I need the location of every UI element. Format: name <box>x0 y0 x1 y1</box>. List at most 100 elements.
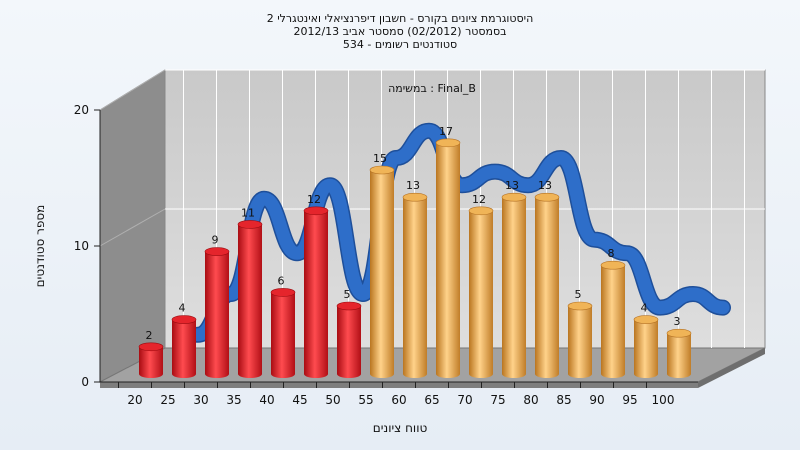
gridline-side <box>99 69 166 111</box>
bar-body <box>535 197 559 378</box>
x-tick-label: 65 <box>424 393 439 407</box>
bar: 3 <box>666 315 692 378</box>
bar-value-label: 9 <box>212 234 219 247</box>
bar-value-label: 13 <box>406 179 420 192</box>
title-line-1: היסטוגרמת ציונים בקורס - חשבון דיפרנציאל… <box>267 12 534 25</box>
bar: 13 <box>402 179 428 378</box>
bar: 4 <box>171 302 197 378</box>
x-tick-label: 85 <box>556 393 571 407</box>
bar-value-label: 12 <box>307 193 321 206</box>
floor-front-edge <box>100 382 698 388</box>
bar: 6 <box>270 274 296 378</box>
bar-cap <box>138 342 164 352</box>
x-tick-label: 60 <box>391 393 406 407</box>
x-tick-label: 95 <box>622 393 637 407</box>
bar: 8 <box>600 247 626 378</box>
bar-body <box>304 210 328 378</box>
x-tick-label: 80 <box>523 393 538 407</box>
bar: 11 <box>237 206 263 378</box>
gridline-side <box>99 208 166 247</box>
bar-cap <box>435 138 461 148</box>
x-tick-label: 25 <box>160 393 175 407</box>
bar: 13 <box>501 179 527 378</box>
x-tick-label: 50 <box>325 393 340 407</box>
bar-series: 2 4 9 11 6 12 5 15 13 17 12 13 13 5 8 4 3 <box>138 125 692 378</box>
bar-body <box>238 224 262 378</box>
bar: 12 <box>303 193 329 378</box>
bar-cap <box>204 247 230 256</box>
bar-body <box>205 251 229 378</box>
bar: 5 <box>336 288 362 378</box>
bar-body <box>436 142 460 378</box>
bar-cap <box>171 315 197 324</box>
bar-value-label: 4 <box>179 302 186 315</box>
y-tick-label: 10 <box>74 239 89 253</box>
bar-body <box>601 265 625 378</box>
bar-value-label: 6 <box>278 274 285 287</box>
bar-body <box>634 319 658 378</box>
x-tick-label: 40 <box>259 393 274 407</box>
y-axis-title: מספר סטודנטים <box>33 205 47 288</box>
bar-value-label: 3 <box>674 315 681 328</box>
bar-value-label: 12 <box>472 193 486 206</box>
x-tick-label: 20 <box>127 393 142 407</box>
bar: 9 <box>204 234 230 378</box>
bar-cap <box>633 315 659 324</box>
bar: 2 <box>138 329 164 378</box>
bar: 5 <box>567 288 593 378</box>
bar-value-label: 13 <box>505 179 519 192</box>
bar: 17 <box>435 125 461 378</box>
bar-cap <box>369 165 395 175</box>
side-wall <box>99 69 166 383</box>
bar-cap <box>402 192 428 202</box>
bar-cap <box>534 192 560 202</box>
bar-body <box>139 346 163 378</box>
bar-value-label: 17 <box>439 125 453 138</box>
bar-body <box>469 210 493 378</box>
bar-body <box>370 170 394 378</box>
bar-body <box>667 333 691 378</box>
bar: 13 <box>534 179 560 378</box>
bar-body <box>403 197 427 378</box>
x-tick-label: 70 <box>457 393 472 407</box>
chart-title: היסטוגרמת ציונים בקורס - חשבון דיפרנציאל… <box>267 12 534 51</box>
bar-body <box>337 306 361 378</box>
bar-value-label: 5 <box>575 288 582 301</box>
bar: 4 <box>633 302 659 378</box>
x-tick-label: 55 <box>358 393 373 407</box>
bar-value-label: 15 <box>373 152 387 165</box>
bar-cap <box>303 206 329 216</box>
bar-cap <box>237 220 263 229</box>
bar-cap <box>600 260 626 270</box>
bar-cap <box>666 328 692 338</box>
x-tick-label: 100 <box>652 393 675 407</box>
title-line-2: בסמסטר (02/2012) סמסטר אביב 2012/13 <box>293 25 506 38</box>
bar: 12 <box>468 193 494 378</box>
bar-value-label: 5 <box>344 288 351 301</box>
legend-label: במשימה : Final_B <box>388 82 476 95</box>
y-tick-label: 0 <box>81 375 89 389</box>
bar-body <box>172 319 196 378</box>
x-tick-label: 75 <box>490 393 505 407</box>
bar-cap <box>468 206 494 216</box>
bar-value-label: 2 <box>146 329 153 342</box>
bar-body <box>568 306 592 378</box>
floor <box>99 347 766 383</box>
bar-value-label: 8 <box>608 247 615 260</box>
bar: 15 <box>369 152 395 378</box>
y-tick-label: 20 <box>74 103 89 117</box>
bar-body <box>502 197 526 378</box>
bar-value-label: 4 <box>641 302 648 315</box>
bar-value-label: 13 <box>538 179 552 192</box>
bar-value-label: 11 <box>241 206 255 219</box>
title-line-3: סטודנטים רשומים - 534 <box>343 38 457 51</box>
bar-cap <box>501 192 527 202</box>
x-tick-label: 45 <box>292 393 307 407</box>
x-tick-label: 35 <box>226 393 241 407</box>
x-tick-label: 90 <box>589 393 604 407</box>
floor-right-edge <box>698 348 765 388</box>
bar-cap <box>270 288 296 297</box>
